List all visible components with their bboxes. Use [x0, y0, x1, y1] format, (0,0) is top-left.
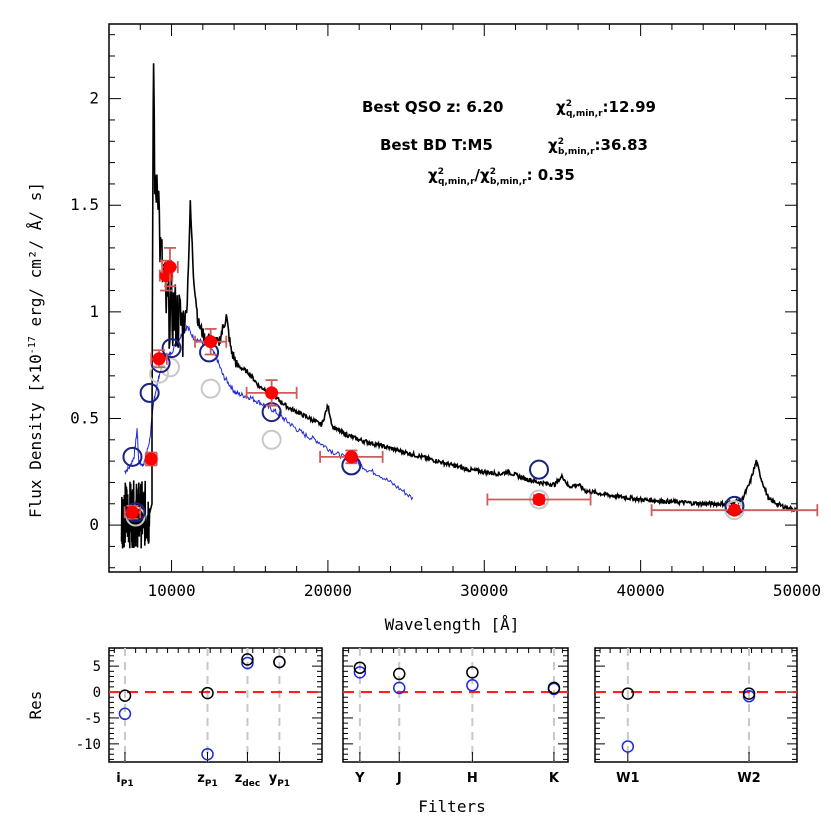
residual-y-tick-label: 5 [93, 659, 101, 675]
qso-residual-point [621, 687, 635, 700]
filter-label: W2 [737, 771, 760, 786]
residual-y-tick-label: -5 [84, 711, 101, 727]
x-axis-label: Wavelength [Å] [385, 615, 520, 634]
bd-residual-point [201, 747, 214, 761]
x-tick-label: 40000 [617, 581, 665, 600]
y-tick-label: 1 [89, 302, 99, 321]
observed-photometry-point [204, 335, 218, 349]
residual-y-tick-label: 0 [93, 685, 101, 701]
y-axis-label: Flux Density [×10-17 erg/ cm²/ Å/ s] [26, 182, 45, 518]
residual-panel-optical: 5 0 -5 -10 iP1 zP1 zdec yP1 [76, 647, 323, 789]
chi-b-annotation: χ2 b,min,r:36.83 [548, 136, 648, 157]
residual-y-tick-label: -10 [76, 737, 101, 753]
residual-x-axis-label: Filters [418, 797, 485, 816]
qso-residual-point [742, 687, 756, 700]
best-bd-annotation: Best BD T:M5 [380, 136, 493, 154]
chi-ratio-annotation: χ2 q,min,r/χ2 b,min,r: 0.35 [428, 166, 575, 187]
y-tick-label: 0 [89, 515, 99, 534]
filter-label: yP1 [269, 771, 290, 789]
y-axis-label-group: Flux Density [×10-17 erg/ cm²/ Å/ s] [26, 182, 45, 518]
bd-residual-point [118, 707, 132, 721]
qso-residual-point [118, 689, 132, 702]
x-tick-label: 10000 [147, 581, 195, 600]
filter-label: Y [354, 771, 365, 786]
qso-residual-point [353, 661, 367, 674]
filter-label: J [396, 771, 402, 786]
observed-photometry-point [727, 503, 741, 517]
residual-frame [594, 647, 798, 763]
qso-residual-point [241, 653, 254, 666]
filter-label: W1 [616, 771, 639, 786]
x-tick-label: 30000 [460, 581, 508, 600]
observed-photometry-point [265, 386, 279, 400]
filter-label: H [467, 771, 478, 786]
qso-model-point [122, 446, 143, 467]
qso-model-point [139, 382, 160, 403]
residual-frame [342, 647, 569, 763]
qso-model-point [161, 338, 182, 359]
qso-template-spectrum [120, 63, 797, 549]
observed-photometry-point [163, 260, 177, 274]
y-tick-label: 1.5 [70, 195, 99, 214]
filter-label: zP1 [197, 771, 217, 789]
x-tick-label: 20000 [304, 581, 352, 600]
observed-photometry-point [144, 452, 158, 466]
y-tick-label: 0.5 [70, 408, 99, 427]
observed-photometry-point [344, 450, 358, 464]
bd-residual-point [466, 679, 479, 692]
observed-photometry-point [532, 493, 546, 507]
bd-model-point [261, 429, 282, 450]
x-tick-label: 50000 [773, 581, 821, 600]
bd-residual-point [393, 681, 406, 695]
qso-residual-point [547, 681, 561, 695]
bd-model-point [200, 378, 221, 399]
qso-residual-point [466, 666, 479, 679]
residual-frame [108, 647, 323, 763]
bd-residual-point [241, 656, 254, 670]
filter-label: iP1 [116, 771, 133, 789]
qso-model-point [529, 459, 549, 480]
bd-residual-point [621, 740, 635, 753]
qso-residual-point [273, 655, 286, 669]
chi-q-annotation: χ2 q,min,r:12.99 [556, 98, 656, 119]
observed-photometry-point [125, 505, 139, 519]
bd-template-spectrum [124, 324, 414, 501]
bd-residual-point [353, 666, 367, 679]
filter-label: zdec [235, 771, 260, 789]
qso-residual-point [393, 667, 406, 681]
residual-y-axis-label: Res [26, 691, 45, 720]
filter-label: K [549, 771, 560, 786]
y-tick-label: 2 [89, 89, 99, 108]
observed-photometry-point [152, 352, 166, 366]
best-qso-annotation: Best QSO z: 6.20 [362, 98, 503, 116]
residual-panel-wise: W1 W2 [594, 647, 798, 786]
qso-residual-point [201, 686, 214, 700]
main-plot-panel: 10000 20000 30000 40000 50000 0 0.5 1 1.5 2 [70, 23, 821, 600]
